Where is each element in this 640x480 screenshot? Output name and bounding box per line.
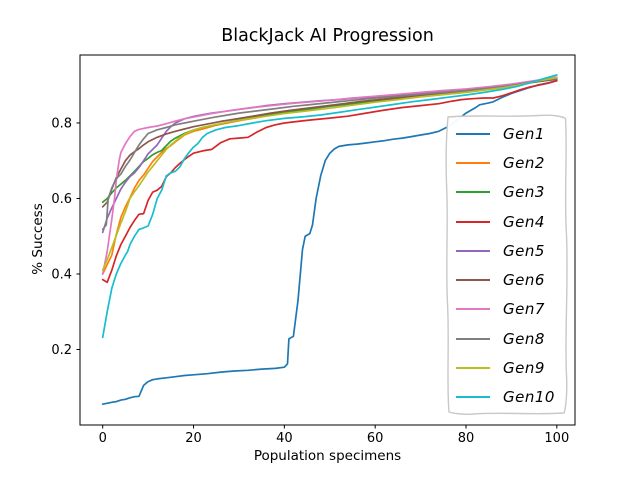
x-tick-label: 100 [544, 431, 569, 446]
legend-line-sample [456, 337, 490, 340]
legend-line-sample [456, 161, 490, 164]
y-axis-label: % Success [30, 203, 46, 275]
legend-label: Gen4 [503, 212, 545, 231]
legend-entry-gen3: Gen3 [443, 178, 571, 207]
y-tick-label: 0.4 [51, 267, 72, 282]
legend-line-sample [456, 191, 490, 194]
legend-line-sample [456, 220, 490, 223]
x-tick-label: 0 [99, 431, 107, 446]
series-line-gen7 [101, 76, 558, 275]
legend-entry-gen1: Gen1 [443, 119, 571, 148]
legend-entry-gen4: Gen4 [443, 207, 571, 236]
series-line-gen9 [101, 76, 558, 272]
x-tick-label: 60 [367, 431, 384, 446]
chart-title: BlackJack AI Progression [221, 26, 434, 46]
legend-label: Gen1 [503, 124, 545, 143]
legend-label: Gen6 [503, 271, 545, 290]
x-tick-label: 80 [458, 431, 475, 446]
legend-label: Gen8 [503, 329, 545, 348]
x-tick-label: 40 [276, 431, 293, 446]
x-tick-label: 20 [185, 431, 202, 446]
legend-entry-gen10: Gen10 [443, 383, 571, 412]
y-tick-label: 0.2 [51, 343, 72, 358]
legend-entries: Gen1 Gen2 Gen3 Gen4 Gen5 Gen6 Gen7 Gen8 Gen9 Gen1… [443, 119, 571, 412]
legend-entry-gen8: Gen8 [443, 324, 571, 353]
legend-line-sample [456, 249, 490, 252]
series-line-gen1 [101, 79, 558, 406]
legend-label: Gen7 [503, 300, 545, 319]
legend-entry-gen6: Gen6 [443, 265, 571, 294]
legend-label: Gen3 [503, 183, 545, 202]
legend-entry-gen7: Gen7 [443, 295, 571, 324]
legend-line-sample [456, 367, 490, 370]
legend-label: Gen5 [503, 241, 545, 260]
legend-line-sample [456, 396, 490, 399]
legend-label: Gen10 [503, 388, 555, 407]
legend-entry-gen2: Gen2 [443, 148, 571, 177]
x-axis-label: Population specimens [253, 448, 402, 464]
series-line-gen8 [101, 77, 558, 231]
legend-line-sample [456, 279, 490, 282]
legend-line-sample [456, 308, 490, 311]
legend-label: Gen9 [503, 359, 545, 378]
series-line-gen4 [101, 79, 558, 284]
legend-entry-gen5: Gen5 [443, 236, 571, 265]
legend-line-sample [456, 132, 490, 135]
y-tick-label: 0.8 [51, 116, 72, 131]
legend-entry-gen9: Gen9 [443, 353, 571, 382]
axes-spines [79, 54, 576, 426]
y-tick-label: 0.6 [51, 192, 72, 207]
legend: Gen1 Gen2 Gen3 Gen4 Gen5 Gen6 Gen7 Gen8 Gen9 Gen1… [443, 113, 571, 418]
series-line-gen10 [101, 74, 558, 339]
legend-label: Gen2 [503, 153, 545, 172]
